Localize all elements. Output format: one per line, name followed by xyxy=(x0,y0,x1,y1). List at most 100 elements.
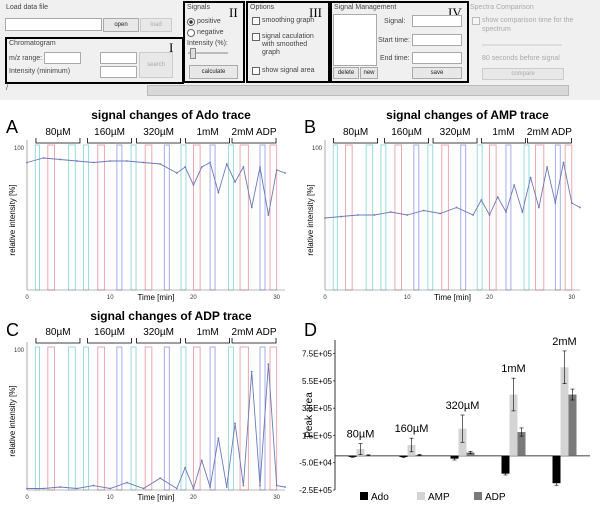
y-tick-label: 100 xyxy=(14,348,25,354)
y-axis-label: relative intensity [%] xyxy=(8,184,17,255)
trace-point xyxy=(579,206,581,209)
trace-point xyxy=(546,166,548,168)
signal-calc-checkbox[interactable] xyxy=(252,33,260,41)
calculate-button[interactable]: calculate xyxy=(189,65,238,79)
category-label: 1mM xyxy=(501,363,525,375)
conc-label: 160µM xyxy=(94,327,125,338)
trace-point xyxy=(250,370,253,373)
delete-button[interactable]: delete xyxy=(333,67,359,79)
x-tick-label: 0 xyxy=(25,295,29,301)
stimulus-window xyxy=(34,144,40,291)
conc-label: 160µM xyxy=(391,127,422,138)
stimulus-window xyxy=(345,144,353,291)
trace-point xyxy=(537,206,540,209)
stimulus-window xyxy=(394,144,402,291)
trace-point xyxy=(59,486,62,488)
stimulus-window xyxy=(116,346,123,491)
stimulus-window xyxy=(83,346,90,491)
conc-label: 320µM xyxy=(143,127,174,138)
trace-point xyxy=(175,172,178,174)
new-button[interactable]: new xyxy=(360,67,378,79)
x-tick-label: 20 xyxy=(190,495,197,501)
conc-bracket xyxy=(185,138,230,144)
smoothing-checkbox[interactable] xyxy=(252,17,260,25)
x-tick-label: 0 xyxy=(323,295,327,301)
y-tick-label: -5.0E+04 xyxy=(299,459,332,468)
show-area-checkbox[interactable] xyxy=(252,67,260,75)
trace-point xyxy=(200,459,203,462)
trace-point xyxy=(125,481,128,484)
x-axis-label: Time [min] xyxy=(137,493,174,502)
compare-button[interactable]: compare xyxy=(482,68,564,80)
trace-point xyxy=(562,161,565,164)
trace-point xyxy=(242,484,245,487)
trace-point xyxy=(217,437,220,440)
x-tick-label: 10 xyxy=(404,295,411,301)
open-button[interactable]: open xyxy=(103,18,139,32)
signal-list[interactable] xyxy=(333,14,377,66)
roman-I: I xyxy=(169,40,174,55)
signal-calc-label: signal caculation with smoothed graph xyxy=(262,33,314,56)
end-time-select[interactable] xyxy=(412,52,462,64)
trace-point xyxy=(496,196,499,198)
stimulus-window xyxy=(505,144,512,291)
conc-label: 80µM xyxy=(45,327,70,338)
bar-ado xyxy=(501,455,510,474)
conc-label: 1mM xyxy=(196,127,218,138)
panel-letter-D: D xyxy=(304,320,317,340)
trace-point xyxy=(570,202,573,204)
stimulus-window xyxy=(413,144,420,291)
stimulus-window xyxy=(34,346,40,491)
start-time-select[interactable] xyxy=(412,34,462,46)
stimulus-window xyxy=(535,144,545,291)
panel-letter-A: A xyxy=(6,117,18,137)
negative-label: negative xyxy=(197,29,224,36)
trace-point xyxy=(357,214,359,216)
stimulus-window xyxy=(97,144,105,291)
load-button[interactable]: load xyxy=(140,18,172,32)
save-button[interactable]: save xyxy=(412,67,462,79)
trace-point xyxy=(234,422,236,425)
mz-min-field[interactable] xyxy=(44,52,81,64)
smoothing-label: smoothing graph xyxy=(262,17,315,24)
trace-point xyxy=(109,160,112,162)
trace-point xyxy=(488,214,491,216)
intensity-slider[interactable] xyxy=(188,52,228,54)
intensity-slider-thumb[interactable] xyxy=(190,48,196,59)
conc-bracket xyxy=(384,138,429,144)
conc-label: 80µM xyxy=(45,127,70,138)
trace-point xyxy=(259,166,261,168)
start-time-label: Start time: xyxy=(378,37,410,44)
stimulus-window xyxy=(144,144,153,291)
x-tick-label: 10 xyxy=(107,295,114,301)
stimulus-window xyxy=(523,144,530,291)
conc-bracket xyxy=(136,338,181,344)
trace-point xyxy=(209,161,211,164)
intensity-min-field[interactable] xyxy=(100,66,137,78)
bar-amp xyxy=(509,394,518,456)
comparison-slider[interactable] xyxy=(482,44,562,46)
stimulus-window xyxy=(269,144,278,291)
conc-label: 2mM ADP xyxy=(232,327,277,338)
signals-label: Signals xyxy=(187,4,210,11)
trace-point xyxy=(184,466,187,469)
stimulus-window xyxy=(564,144,573,291)
legend-swatch-ado xyxy=(360,492,368,500)
trace-point xyxy=(192,184,195,186)
y-tick-label: -2.5E+05 xyxy=(299,486,332,495)
progress-bar xyxy=(147,85,569,96)
show-comparison-checkbox[interactable] xyxy=(472,17,480,25)
signal-select[interactable] xyxy=(412,15,462,27)
search-button[interactable]: search xyxy=(139,52,173,78)
conc-bracket xyxy=(527,138,572,144)
file-path-field[interactable] xyxy=(5,18,102,31)
trace-point xyxy=(234,181,236,183)
trace-point xyxy=(225,163,228,165)
mz-max-field[interactable] xyxy=(100,52,137,64)
stimulus-window xyxy=(441,144,449,291)
positive-radio[interactable] xyxy=(187,18,195,26)
trace-point xyxy=(439,212,442,215)
intensity-pct-label: Intensity (%): xyxy=(187,40,228,47)
negative-radio[interactable] xyxy=(187,29,195,37)
